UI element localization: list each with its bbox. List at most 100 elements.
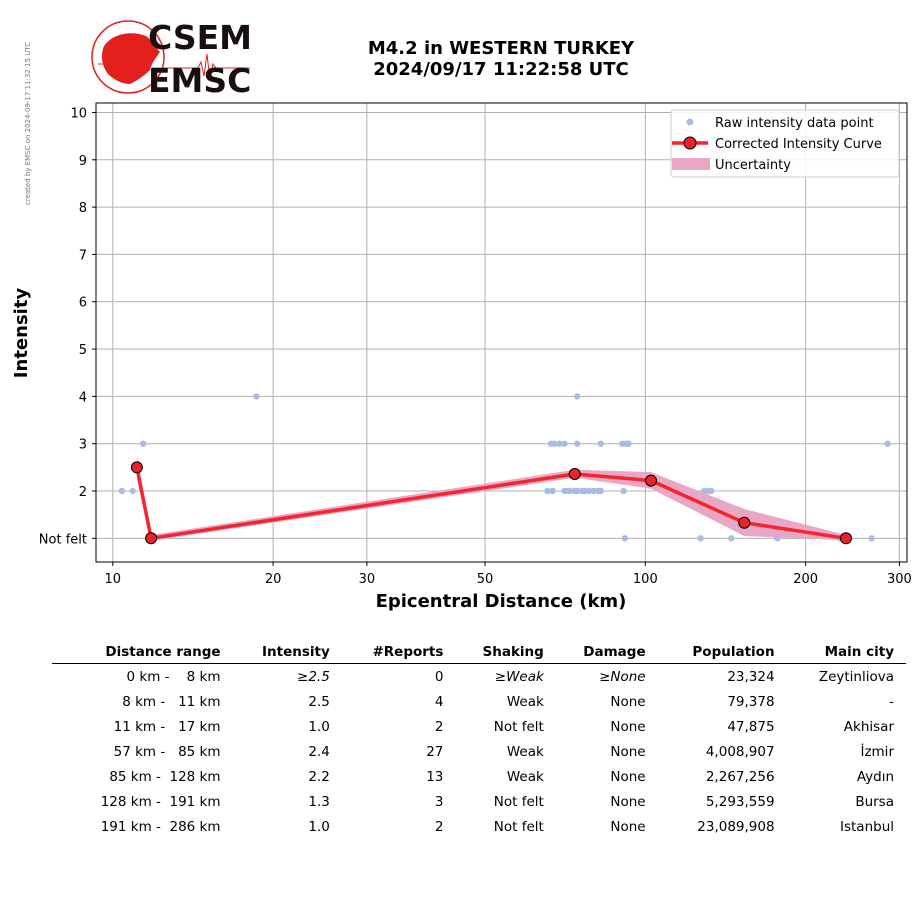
- td-distance: 11 km - 17 km: [113, 718, 221, 735]
- td-population: 5,293,559: [705, 793, 775, 810]
- y-tick-label: 2: [79, 485, 87, 500]
- raw-intensity-point: [566, 487, 573, 495]
- td-intensity: 1.3: [308, 793, 330, 810]
- intensity-chart: 10 20 30 50 100 200 300 Not felt 2 3 4 5 6 7 8 9 10 Epic…: [11, 102, 912, 612]
- th-shaking: Shaking: [455, 641, 556, 664]
- td-intensity: 1.0: [308, 718, 330, 735]
- legend-raw-marker: [686, 118, 694, 126]
- td-intensity: 2.4: [308, 743, 330, 760]
- td-main-city: Aydın: [856, 768, 894, 785]
- y-tick-label: 6: [79, 296, 87, 311]
- y-tick-label: 8: [79, 201, 87, 216]
- raw-intensity-point: [620, 487, 627, 495]
- x-tick-label: 50: [477, 572, 494, 587]
- csem-emsc-logo: CSEM EMSC: [91, 18, 252, 98]
- table-row: 0 km - 8 km ≥2.5 0 ≥Weak ≥None 23,324 Zeytinli…: [52, 664, 906, 690]
- table-row: 8 km - 11 km 2.5 4 Weak None 79,378 -: [52, 689, 906, 714]
- td-reports: 2: [434, 718, 444, 735]
- td-damage: None: [610, 768, 646, 785]
- table-row: 128 km - 191 km 1.3 3 Not felt None 5,293,559…: [52, 789, 906, 814]
- td-shaking: ≥Weak: [494, 668, 544, 685]
- td-damage: ≥None: [599, 668, 646, 685]
- td-reports: 3: [434, 793, 444, 810]
- legend-uncertainty-label: Uncertainty: [715, 158, 791, 173]
- table-row: 57 km - 85 km 2.4 27 Weak None 4,008,907 İzmir: [52, 739, 906, 764]
- curve-point: [130, 461, 143, 474]
- td-distance: 0 km - 8 km: [126, 668, 221, 685]
- x-tick-label: 300: [887, 572, 912, 587]
- td-reports: 13: [426, 768, 444, 785]
- curve-point: [145, 532, 158, 545]
- y-tick-label: 3: [79, 438, 87, 453]
- td-intensity: ≥2.5: [297, 668, 330, 685]
- td-reports: 4: [434, 693, 444, 710]
- legend-curve-marker: [683, 136, 697, 150]
- raw-intensity-point: [118, 487, 126, 495]
- raw-intensity-point: [556, 440, 563, 447]
- legend-box: [670, 109, 900, 178]
- raw-intensity-point: [586, 487, 593, 495]
- raw-intensity-point: [625, 440, 632, 447]
- title-event: M4.2 in WESTERN TURKEY: [367, 38, 635, 59]
- raw-intensity-point: [708, 487, 715, 495]
- raw-intensity-point: [774, 535, 781, 542]
- raw-intensity-point: [561, 440, 568, 447]
- raw-intensity-point: [253, 393, 260, 400]
- corrected-intensity-curve: [135, 467, 847, 541]
- raw-intensity-point: [551, 440, 558, 447]
- td-main-city: İzmir: [860, 743, 894, 760]
- raw-intensity-point: [884, 440, 891, 447]
- raw-intensity-point: [728, 535, 735, 542]
- raw-intensity-point: [549, 487, 556, 495]
- logo-bottom-text: EMSC: [148, 61, 251, 98]
- title-datetime: 2024/09/17 11:22:58 UTC: [373, 59, 629, 80]
- curve-layer: [130, 461, 852, 545]
- td-intensity: 2.2: [308, 768, 330, 785]
- td-population: 4,008,907: [705, 743, 775, 760]
- td-damage: None: [610, 743, 646, 760]
- td-distance: 8 km - 11 km: [122, 693, 221, 710]
- td-population: 79,378: [727, 693, 775, 710]
- raw-intensity-point: [574, 440, 581, 447]
- y-tick-label: Not felt: [39, 532, 87, 547]
- y-tick-label: 4: [79, 390, 87, 405]
- x-axis-label: Epicentral Distance (km): [376, 591, 627, 612]
- logo-top-text: CSEM: [148, 18, 252, 57]
- uncertainty-band: [136, 455, 846, 541]
- td-intensity: 2.5: [308, 693, 330, 710]
- raw-intensity-point: [544, 487, 551, 495]
- td-damage: None: [610, 818, 646, 835]
- raw-intensity-point: [597, 440, 604, 447]
- y-tick-label: 5: [79, 343, 87, 358]
- td-distance: 85 km - 128 km: [109, 768, 221, 785]
- td-shaking: Not felt: [493, 718, 544, 735]
- raw-intensity-point: [621, 535, 628, 542]
- td-shaking: Weak: [506, 743, 544, 760]
- raw-intensity-point: [129, 487, 136, 495]
- raw-intensity-point: [697, 535, 704, 542]
- td-reports: 27: [426, 743, 444, 760]
- table-row: 11 km - 17 km 1.0 2 Not felt None 47,875 Akhis…: [52, 714, 906, 739]
- y-axis-label: Intensity: [11, 288, 32, 379]
- chart-title: M4.2 in WESTERN TURKEY 2024/09/17 11:22:…: [300, 38, 702, 80]
- th-damage: Damage: [555, 641, 658, 664]
- logo-globe-icon: [91, 20, 165, 94]
- x-tick-label: 10: [105, 572, 122, 587]
- plot-frame: [95, 102, 908, 563]
- raw-intensity-point: [139, 440, 147, 447]
- td-reports: 2: [434, 818, 444, 835]
- x-tick-label: 100: [633, 572, 658, 587]
- x-tick-label: 200: [793, 572, 818, 587]
- th-reports: #Reports: [341, 641, 456, 664]
- th-distance: Distance range: [52, 641, 233, 664]
- td-shaking: Not felt: [493, 818, 544, 835]
- table-header-row: Distance range Intensity #Reports Shakin…: [52, 641, 906, 664]
- table-row: 85 km - 128 km 2.2 13 Weak None 2,267,256 Aydı…: [52, 764, 906, 789]
- y-tick-label: 7: [79, 248, 87, 263]
- td-distance: 191 km - 286 km: [100, 818, 221, 835]
- th-main-city: Main city: [786, 641, 906, 664]
- raw-points-layer: [118, 393, 891, 542]
- td-main-city: Istanbul: [839, 818, 894, 835]
- x-tick-label: 30: [359, 572, 376, 587]
- seismogram-icon: [152, 53, 250, 81]
